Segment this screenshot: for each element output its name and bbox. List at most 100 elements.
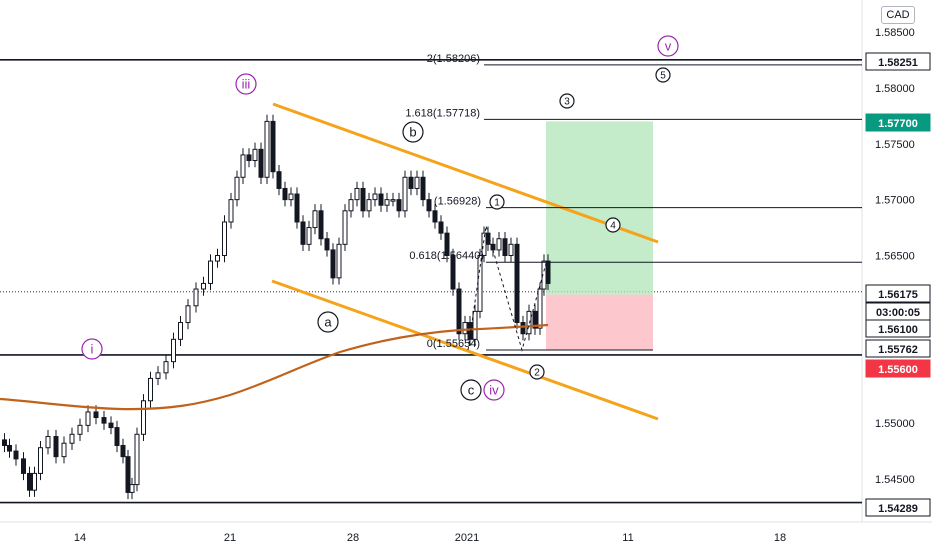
candle-down	[396, 199, 402, 212]
x-tick-label: 14	[74, 532, 86, 544]
candle-down	[125, 456, 131, 493]
candle-down	[2, 439, 7, 446]
wave-circle-c	[460, 379, 482, 401]
candle-down	[13, 450, 19, 460]
price-badge-label: 03:00:05	[876, 307, 920, 319]
wave-label-1: 1	[494, 198, 500, 209]
x-tick-label: 11	[622, 532, 633, 544]
candlesticks	[2, 114, 551, 500]
wave-label-2: 2	[534, 368, 540, 379]
candle-up	[208, 260, 213, 284]
fib-levels[interactable]: 2(1.58206) 1.618(1.57718) (1.56928) 0.618(1…	[405, 53, 862, 351]
wave-label-iv: iv	[489, 383, 499, 398]
wave-circle-4	[605, 217, 621, 233]
candle-down	[532, 310, 538, 329]
candle-up	[69, 433, 75, 444]
candle-up	[32, 472, 37, 491]
y-tick-label: 1.54500	[875, 474, 915, 486]
candle-down	[318, 210, 324, 240]
candle-down	[21, 458, 26, 474]
candle-down	[378, 193, 384, 206]
candle-down	[258, 148, 264, 178]
candle-down	[444, 232, 450, 256]
candle-up	[129, 484, 135, 493]
candle-up	[193, 288, 199, 307]
candle-up	[215, 255, 220, 262]
candle-up	[178, 322, 183, 340]
candle-up	[472, 310, 478, 340]
fib-label-2: (1.56928)	[434, 196, 481, 208]
y-tick-label: 1.58500	[875, 27, 915, 39]
wave-circle-a	[317, 311, 339, 333]
candle-up	[496, 238, 502, 251]
candle-up	[306, 227, 312, 245]
wave-label-b: b	[409, 125, 416, 140]
candle-up	[526, 310, 532, 335]
wave-label-5: 5	[660, 71, 666, 82]
grid	[0, 0, 932, 523]
candle-up	[222, 221, 227, 257]
candle-down	[520, 322, 526, 335]
wave-label-iii: iii	[242, 77, 251, 92]
wave-circle-v	[657, 35, 679, 57]
x-tick-label: 18	[774, 532, 786, 544]
candle-down	[408, 176, 414, 189]
candle-down	[467, 322, 473, 340]
candle-up	[240, 154, 246, 178]
candle-up	[134, 433, 140, 486]
price-badge-bg	[865, 52, 931, 71]
wave-label-4: 4	[610, 221, 616, 232]
candle-down	[7, 444, 12, 452]
channel-lower	[271, 279, 659, 421]
candle-down	[120, 444, 126, 458]
candle-up	[402, 176, 408, 212]
candle-up	[171, 338, 176, 363]
candle-up	[252, 148, 258, 162]
y-tick-label: 1.58000	[875, 83, 915, 95]
candle-down	[27, 472, 32, 491]
fib-label-3: 0.618(1.56440)	[409, 250, 484, 262]
price-badge-bg	[865, 113, 931, 132]
candle-up	[537, 288, 543, 329]
candle-up	[312, 210, 318, 229]
candle-down	[420, 176, 426, 201]
candle-down	[456, 288, 462, 335]
candle-up	[336, 243, 342, 279]
candle-down	[330, 249, 336, 279]
candle-up	[228, 199, 234, 223]
candle-up	[264, 120, 270, 178]
fib-label-4: 0(1.55654)	[427, 338, 480, 350]
candle-down	[294, 193, 300, 223]
price-badge-bg	[865, 498, 931, 517]
fib-label-1: 1.618(1.57718)	[405, 107, 480, 119]
wave-label-v: v	[665, 39, 672, 54]
candle-down	[93, 411, 99, 419]
price-badge-label: 1.57700	[878, 118, 918, 130]
wave-circle-3	[559, 93, 575, 109]
x-tick-label: 21	[224, 532, 236, 544]
candle-down	[438, 221, 444, 234]
y-tick-label: 1.57000	[875, 195, 915, 207]
candle-down	[300, 221, 306, 245]
y-tick-label: 1.57500	[875, 139, 915, 151]
candle-down	[53, 436, 59, 458]
candle-down	[450, 255, 456, 290]
candle-up	[185, 305, 191, 324]
price-axis[interactable]: 1.585001.580001.575001.570001.565001.560…	[865, 27, 931, 517]
trend-channel[interactable]	[271, 102, 659, 421]
wave-connector	[467, 225, 548, 352]
price-badge-bg	[865, 284, 931, 303]
wave-dashed-lines	[467, 225, 548, 352]
currency-badge[interactable]: CAD	[881, 6, 915, 24]
candle-down	[545, 260, 551, 284]
time-axis[interactable]: 14 21 28 2021 11 18	[74, 532, 786, 544]
candle-up	[77, 424, 83, 435]
price-badge-bg	[865, 359, 931, 378]
candle-up	[372, 193, 378, 201]
x-tick-label: 28	[347, 532, 359, 544]
x-tick-label: 2021	[455, 532, 479, 544]
candle-down	[101, 417, 107, 424]
candle-down	[360, 187, 366, 212]
